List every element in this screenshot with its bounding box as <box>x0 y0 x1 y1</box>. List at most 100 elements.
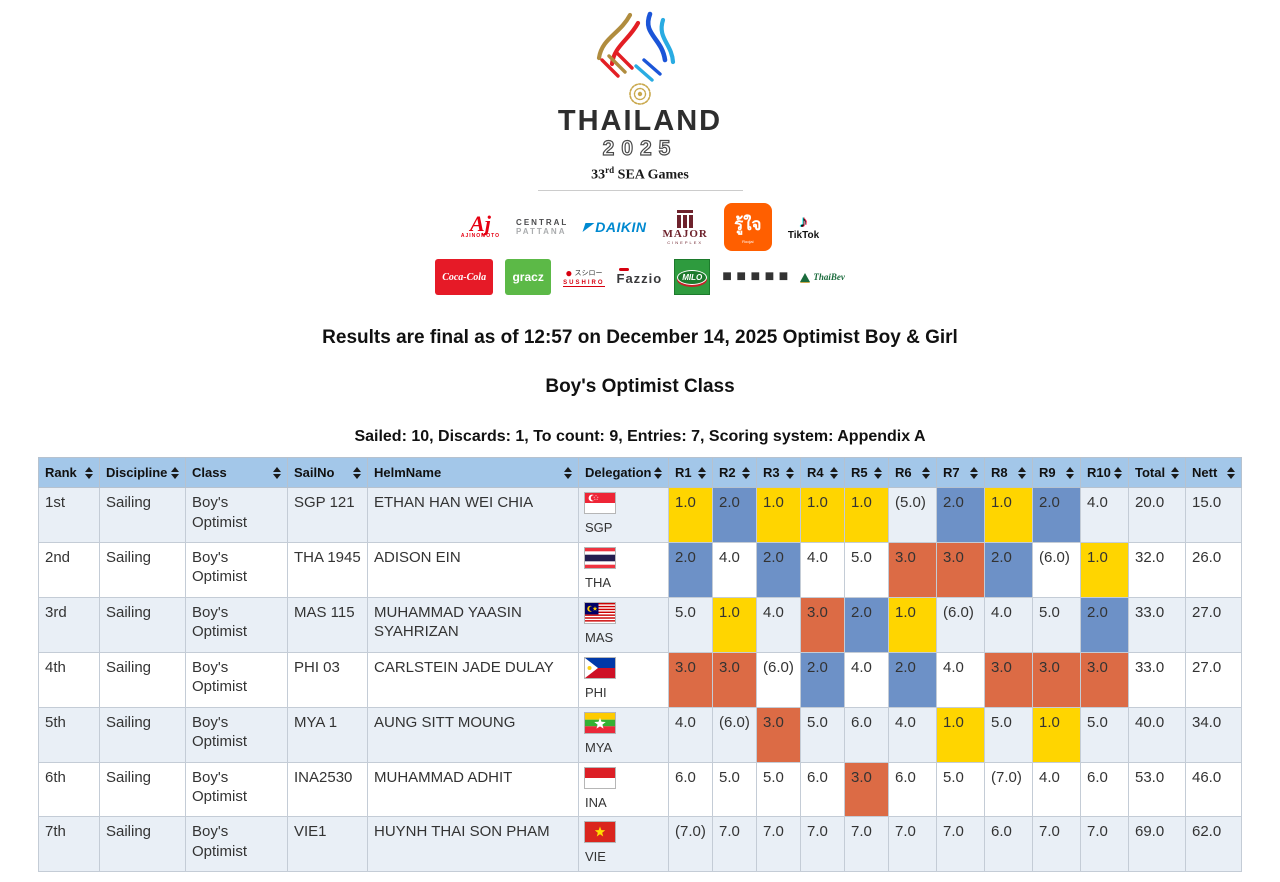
sponsor-row-1: Aj AJINOMOTO CENTRAL PATTANA DAIKIN MAJOR CINE… <box>0 203 1280 252</box>
cell-score-r1: 5.0 <box>668 596 713 653</box>
sort-icon[interactable] <box>654 466 663 479</box>
cell-score-r7: 7.0 <box>936 816 985 873</box>
col-label: R5 <box>851 465 868 481</box>
cell-discipline: Sailing <box>99 706 186 763</box>
ajinomoto-script-icon: Aj <box>470 211 491 237</box>
sort-icon[interactable] <box>353 466 361 479</box>
cell-score-r5: 7.0 <box>844 816 889 873</box>
flag-ina-icon <box>585 767 615 788</box>
col-header-sailno[interactable]: SailNo <box>287 457 368 489</box>
col-header-r8[interactable]: R8 <box>984 457 1033 489</box>
sponsor-central-pattana-logo: CENTRAL PATTANA <box>516 218 569 237</box>
delegation-code: THA <box>585 574 611 590</box>
sponsor-purple-sponsor-logo: ■ ■ ■ ■ ■ <box>722 268 789 286</box>
col-label: Nett <box>1192 465 1218 481</box>
col-header-r10[interactable]: R10 <box>1080 457 1129 489</box>
cell-rank: 2nd <box>38 541 100 598</box>
col-label: R1 <box>675 465 692 481</box>
col-header-r2[interactable]: R2 <box>712 457 757 489</box>
cell-score-r10: 4.0 <box>1080 487 1129 543</box>
cell-helmname: CARLSTEIN JADE DULAY <box>367 651 579 708</box>
cell-score-r1: 6.0 <box>668 761 713 818</box>
sort-icon[interactable] <box>922 466 930 479</box>
col-header-helmname[interactable]: HelmName <box>367 457 579 489</box>
col-label: R10 <box>1087 465 1111 481</box>
col-header-delegation[interactable]: Delegation <box>578 457 669 489</box>
col-label: Delegation <box>585 465 652 481</box>
col-label: Discipline <box>106 465 168 481</box>
cell-sailno: MAS 115 <box>287 596 368 653</box>
col-label: R3 <box>763 465 780 481</box>
logo-title: THAILAND <box>557 105 723 137</box>
delegation-code: MYA <box>585 739 613 755</box>
col-header-r9[interactable]: R9 <box>1032 457 1081 489</box>
col-header-r5[interactable]: R5 <box>844 457 889 489</box>
cell-sailno: PHI 03 <box>287 651 368 708</box>
cell-score-r4: 5.0 <box>800 706 845 763</box>
cell-score-r5: 5.0 <box>844 541 889 598</box>
cell-sailno: SGP 121 <box>287 487 368 543</box>
sort-icon[interactable] <box>698 466 706 479</box>
cell-score-r8: 4.0 <box>984 596 1033 653</box>
cell-sailno: MYA 1 <box>287 706 368 763</box>
cell-score-r5: 1.0 <box>844 487 889 543</box>
col-header-discipline[interactable]: Discipline <box>99 457 186 489</box>
sort-icon[interactable] <box>1171 466 1179 479</box>
col-header-r7[interactable]: R7 <box>936 457 985 489</box>
sort-icon[interactable] <box>742 466 750 479</box>
col-label: SailNo <box>294 465 335 481</box>
cell-score-r7: 2.0 <box>936 487 985 543</box>
sponsor-sushiro-logo: ● スシロー SUSHIRO <box>563 265 605 287</box>
cell-score-r7: (6.0) <box>936 596 985 653</box>
cell-delegation: THA <box>578 541 669 598</box>
col-header-r6[interactable]: R6 <box>888 457 937 489</box>
sort-icon[interactable] <box>85 466 93 479</box>
sort-icon[interactable] <box>171 466 179 479</box>
cell-score-r5: 3.0 <box>844 761 889 818</box>
cell-delegation: PHI <box>578 651 669 708</box>
sponsor-coca-cola-logo: Coca-Cola <box>435 259 494 296</box>
table-row: 4th Sailing Boy's Optimist PHI 03 CARLSTEIN … <box>38 651 1242 708</box>
cell-score-r7: 1.0 <box>936 706 985 763</box>
sort-icon[interactable] <box>786 466 794 479</box>
cell-delegation: INA <box>578 761 669 818</box>
cell-helmname: ETHAN HAN WEI CHIA <box>367 487 579 543</box>
sort-icon[interactable] <box>874 466 882 479</box>
cell-discipline: Sailing <box>99 761 186 818</box>
sort-icon[interactable] <box>1018 466 1026 479</box>
sort-icon[interactable] <box>1114 466 1122 479</box>
sort-icon[interactable] <box>564 466 572 479</box>
sort-icon[interactable] <box>1227 466 1235 479</box>
table-row: 6th Sailing Boy's Optimist INA2530 MUHAMMAD … <box>38 761 1242 818</box>
edition-suffix: rd <box>605 165 615 176</box>
cell-rank: 1st <box>38 487 100 543</box>
sort-icon[interactable] <box>1066 466 1074 479</box>
col-header-r3[interactable]: R3 <box>756 457 801 489</box>
cell-score-r4: 1.0 <box>800 487 845 543</box>
logo-divider <box>537 190 743 192</box>
cell-score-r9: (6.0) <box>1032 541 1081 598</box>
col-header-class[interactable]: Class <box>185 457 288 489</box>
series-summary-heading: Sailed: 10, Discards: 1, To count: 9, En… <box>354 428 926 446</box>
flag-sgp-icon <box>585 493 615 514</box>
col-header-total[interactable]: Total <box>1128 457 1186 489</box>
edition-number: 33 <box>591 168 606 184</box>
cell-score-r4: 7.0 <box>800 816 845 873</box>
sponsor-major-cineplex-logo: MAJOR CINEPLEX <box>663 209 708 245</box>
cell-score-r8: 1.0 <box>984 487 1033 543</box>
col-header-nett[interactable]: Nett <box>1185 457 1242 489</box>
sort-icon[interactable] <box>970 466 978 479</box>
table-row: 3rd Sailing Boy's Optimist MAS 115 MUHAMMAD … <box>38 596 1242 653</box>
table-row: 7th Sailing Boy's Optimist VIE1 HUYNH THAI S… <box>38 816 1242 873</box>
col-header-r4[interactable]: R4 <box>800 457 845 489</box>
cell-score-r8: 3.0 <box>984 651 1033 708</box>
cell-helmname: MUHAMMAD ADHIT <box>367 761 579 818</box>
sort-icon[interactable] <box>830 466 838 479</box>
col-header-r1[interactable]: R1 <box>668 457 713 489</box>
col-header-rank[interactable]: Rank <box>38 457 100 489</box>
cell-score-r4: 6.0 <box>800 761 845 818</box>
cell-delegation: VIE <box>578 816 669 873</box>
cell-sailno: VIE1 <box>287 816 368 873</box>
sort-icon[interactable] <box>273 466 281 479</box>
cell-nett: 27.0 <box>1185 596 1242 653</box>
